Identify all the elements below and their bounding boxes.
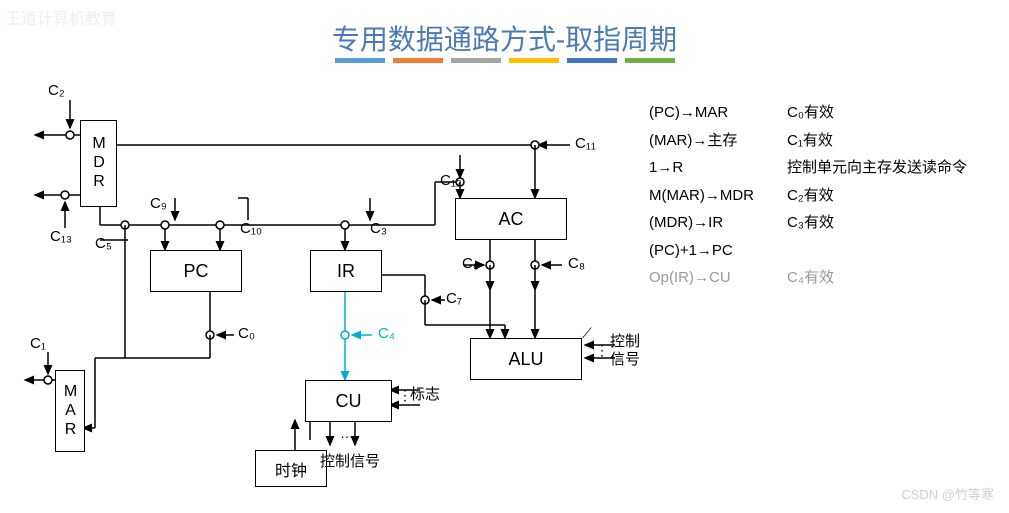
bar-3 xyxy=(509,58,559,63)
bar-0 xyxy=(335,58,385,63)
label-c10: C₁₀ xyxy=(240,220,262,237)
step-row: (MDR)→IRC₃有效 xyxy=(649,210,975,238)
page-title: 专用数据通路方式-取指周期 xyxy=(0,18,1009,58)
bar-4 xyxy=(567,58,617,63)
box-mdr: MDR xyxy=(80,120,117,207)
label-c1: C₁ xyxy=(30,335,46,352)
svg-text:⟋: ⟋ xyxy=(582,325,592,341)
label-c2: C₂ xyxy=(48,82,65,99)
svg-text:…: … xyxy=(340,425,354,441)
label-c0: C₀ xyxy=(238,325,255,342)
box-cu: CU xyxy=(305,380,392,422)
box-clock: 时钟 xyxy=(255,450,327,487)
bar-1 xyxy=(393,58,443,63)
step-row: (PC)→MARC₀有效 xyxy=(649,100,975,128)
steps-panel: (PC)→MARC₀有效(MAR)→主存C₁有效1→R控制单元向主存发送读命令M… xyxy=(649,100,989,293)
label-ctrl-sig-cu: 控制信号 xyxy=(320,450,380,471)
label-c6: C₆ xyxy=(462,255,479,272)
label-flag: 标志 xyxy=(410,383,440,404)
label-c5: C₅ xyxy=(95,235,112,252)
watermark-bottom: CSDN @竹等寒 xyxy=(901,484,994,503)
step-row: M(MAR)→MDRC₂有效 xyxy=(649,183,975,211)
label-c11: C₁₁ xyxy=(575,135,596,152)
box-alu: ALU xyxy=(470,338,582,380)
label-sig: 信号 xyxy=(610,348,640,369)
label-c9: C₉ xyxy=(150,195,167,212)
label-c12: C₁₂ xyxy=(440,172,462,189)
box-mar: MAR xyxy=(55,370,85,452)
step-row: 1→R控制单元向主存发送读命令 xyxy=(649,155,975,183)
svg-text:⋮: ⋮ xyxy=(595,342,609,358)
color-bars xyxy=(335,58,675,63)
box-ac: AC xyxy=(455,198,567,240)
box-pc: PC xyxy=(150,250,242,292)
label-c13: C₁₃ xyxy=(50,228,72,245)
step-row: (MAR)→主存C₁有效 xyxy=(649,128,975,156)
bar-5 xyxy=(625,58,675,63)
diagram: ⋮ … ⋮ ⟋ MDR MAR PC IR AC ALU CU 时钟 C₂ C₁… xyxy=(10,80,710,500)
step-row: (PC)+1→PC xyxy=(649,238,975,266)
step-row: Op(IR)→CUC₄有效 xyxy=(649,265,975,293)
label-c3: C₃ xyxy=(370,220,387,237)
steps-table: (PC)→MARC₀有效(MAR)→主存C₁有效1→R控制单元向主存发送读命令M… xyxy=(649,100,975,293)
bar-2 xyxy=(451,58,501,63)
label-c7: C₇ xyxy=(446,290,462,307)
label-c8: C₈ xyxy=(568,255,585,272)
label-c4: C₄ xyxy=(378,325,395,342)
box-ir: IR xyxy=(310,250,382,292)
